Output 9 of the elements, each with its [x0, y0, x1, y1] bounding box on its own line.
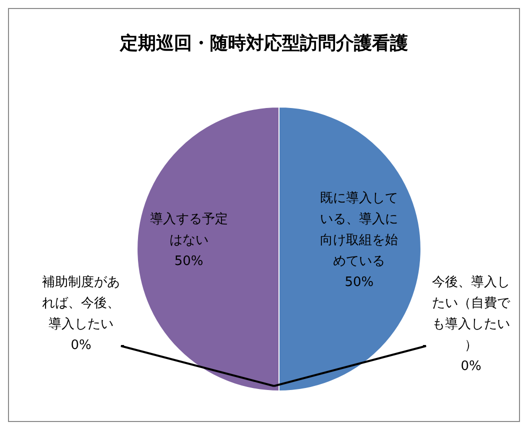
- chart-title: 定期巡回・随時対応型訪問介護看護: [118, 32, 409, 55]
- text: 0%: [460, 359, 482, 374]
- slice-label: 既に導入している、導入に向け取組を始めている: [320, 191, 398, 269]
- text: 0%: [70, 338, 92, 353]
- category-label: 補助制度があれば、今後、導入したい: [42, 275, 120, 332]
- slice-label: 導入する予定はない: [150, 212, 228, 248]
- data-label: 50%: [344, 275, 374, 290]
- data-label: 50%: [174, 254, 204, 269]
- category-label: 今後、導入したい（自費でも導入したい）: [432, 275, 510, 353]
